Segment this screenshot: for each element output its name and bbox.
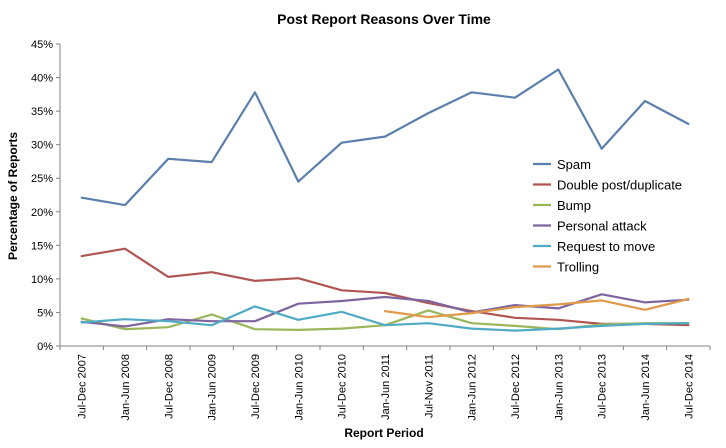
x-tick-label: Jul-Dec 2008	[163, 354, 175, 419]
x-tick-label: Jan-Jun 2010	[293, 354, 305, 421]
x-tick-label: Jul-Dec 2013	[597, 354, 609, 419]
x-tick-label: Jan-Jun 2014	[640, 354, 652, 421]
y-tick-label: 20%	[31, 207, 53, 219]
axes: 0% 5% 10% 15% 20% 25% 30% 35% 40% 45% Jul-Dec 2007…	[31, 39, 711, 421]
legend-label-double-post-duplicate: Double post/duplicate	[557, 178, 682, 193]
x-tick-label: Jul-Dec 2007	[77, 354, 89, 419]
y-tick-label: 45%	[31, 39, 53, 51]
legend-label-spam: Spam	[557, 157, 591, 172]
legend-label-trolling: Trolling	[557, 260, 599, 275]
series-line-trolling	[383, 297, 690, 319]
legend-label-bump: Bump	[557, 198, 591, 213]
legend-label-personal-attack: Personal attack	[557, 219, 647, 234]
chart-title: Post Report Reasons Over Time	[277, 11, 491, 27]
y-tick-label: 15%	[31, 240, 53, 252]
legend-label-request-to-move: Request to move	[557, 239, 655, 254]
y-tick-label: 25%	[31, 173, 53, 185]
x-axis-title: Report Period	[344, 426, 423, 440]
x-tick-label: Jul-Dec 2009	[250, 354, 262, 419]
y-tick-label: 10%	[31, 274, 53, 286]
x-tick-label: Jul-Nov 2011	[423, 354, 435, 418]
series-line-personal-attack	[80, 293, 690, 328]
series-line-double-post-duplicate	[80, 247, 690, 327]
x-tick-label: Jan-Jun 2013	[553, 354, 565, 421]
y-tick-label: 5%	[37, 307, 53, 319]
x-tick-label: Jan-Jun 2008	[120, 354, 132, 421]
y-tick-label: 30%	[31, 140, 53, 152]
x-tick-label: Jul-Dec 2012	[510, 354, 522, 419]
series-line-spam	[80, 68, 690, 207]
legend: Spam Double post/duplicate Bump Personal at…	[533, 157, 682, 275]
x-tick-label: Jul-Dec 2014	[683, 354, 695, 419]
x-tick-label: Jan-Jun 2012	[467, 354, 479, 421]
y-tick-label: 40%	[31, 73, 53, 85]
x-tick-label: Jan-Jun 2011	[380, 354, 392, 420]
x-tick-label: Jul-Dec 2010	[337, 354, 349, 419]
y-tick-label: 0%	[37, 341, 53, 353]
x-tick-label: Jan-Jun 2009	[207, 354, 219, 421]
y-tick-label: 35%	[31, 106, 53, 118]
series-line-request-to-move	[80, 305, 690, 332]
series-lines	[80, 68, 690, 332]
y-axis-title: Percentage of Reports	[6, 132, 20, 260]
